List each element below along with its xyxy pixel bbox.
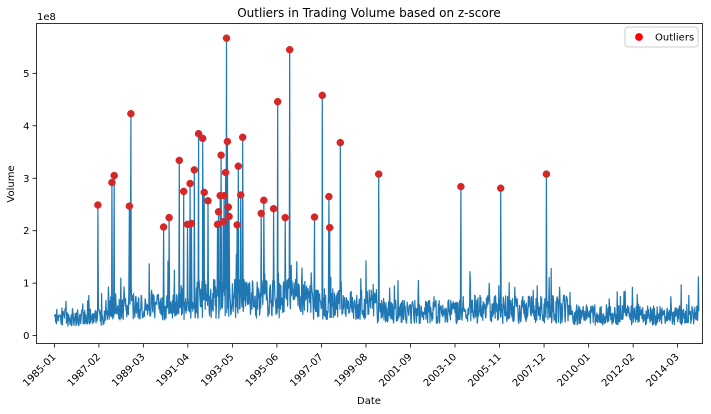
outlier-point — [496, 184, 505, 192]
outlier-point — [542, 170, 551, 178]
outlier-point — [200, 188, 208, 197]
outlier-point — [281, 213, 289, 222]
y-tick-label: 3 — [23, 174, 29, 185]
outlier-point — [318, 91, 327, 100]
outlier-point — [233, 221, 241, 229]
outlier-point — [457, 182, 465, 191]
outlier-point — [159, 223, 168, 231]
outlier-point — [127, 109, 135, 118]
outlier-point — [198, 134, 207, 143]
y-tick-label: 1 — [23, 279, 29, 290]
y-tick-label: 2 — [23, 226, 29, 237]
outlier-point — [310, 213, 319, 221]
plot-area-frame — [36, 23, 703, 344]
outlier-point — [269, 204, 278, 213]
outlier-point — [194, 129, 203, 138]
outlier-point — [234, 162, 243, 170]
outlier-point — [214, 208, 223, 216]
outlier-point — [187, 219, 196, 228]
outlier-layer — [94, 34, 551, 232]
outlier-point — [260, 196, 268, 205]
volume-series-line — [53, 37, 700, 327]
outlier-point — [325, 192, 333, 201]
outlier-point — [224, 203, 233, 211]
chart-title: Outliers in Trading Volume based on z-sc… — [237, 6, 501, 20]
outlier-point — [186, 179, 194, 188]
outlier-point — [220, 191, 228, 200]
y-tick-label: 4 — [23, 121, 29, 132]
outlier-point — [238, 133, 247, 142]
outlier-point — [204, 197, 212, 205]
outlier-point — [225, 212, 233, 221]
outlier-point — [374, 170, 383, 178]
y-axis-offset-text: 1e8 — [37, 12, 56, 23]
y-tick-label: 0 — [23, 331, 29, 342]
outlier-point — [325, 223, 334, 232]
outlier-point — [190, 166, 199, 174]
outlier-point — [94, 201, 102, 209]
outlier-point — [219, 218, 227, 226]
y-axis-label: Volume — [6, 165, 17, 202]
outlier-point — [179, 187, 188, 196]
volume-line-layer — [53, 37, 700, 327]
legend-frame — [624, 26, 699, 48]
outlier-point — [165, 213, 173, 222]
y-axis-ticks: 0 1 2 3 4 5 — [23, 69, 37, 342]
outlier-point — [236, 191, 245, 199]
legend-outliers-label: Outliers — [655, 33, 694, 44]
outlier-point — [336, 138, 345, 147]
outlier-point — [110, 171, 118, 180]
outlier-point — [257, 209, 265, 218]
outlier-point — [108, 178, 116, 187]
outlier-point — [273, 97, 282, 106]
y-tick-label: 5 — [23, 69, 29, 80]
legend: Outliers — [624, 26, 699, 48]
outlier-point — [223, 137, 232, 146]
legend-outlier-marker — [635, 33, 643, 41]
outlier-point — [221, 168, 230, 177]
outlier-point — [175, 156, 184, 165]
x-axis-label: Date — [357, 396, 381, 407]
outlier-point — [217, 151, 225, 159]
outlier-point — [222, 34, 231, 42]
outlier-point — [125, 202, 134, 210]
outlier-point — [285, 45, 294, 54]
